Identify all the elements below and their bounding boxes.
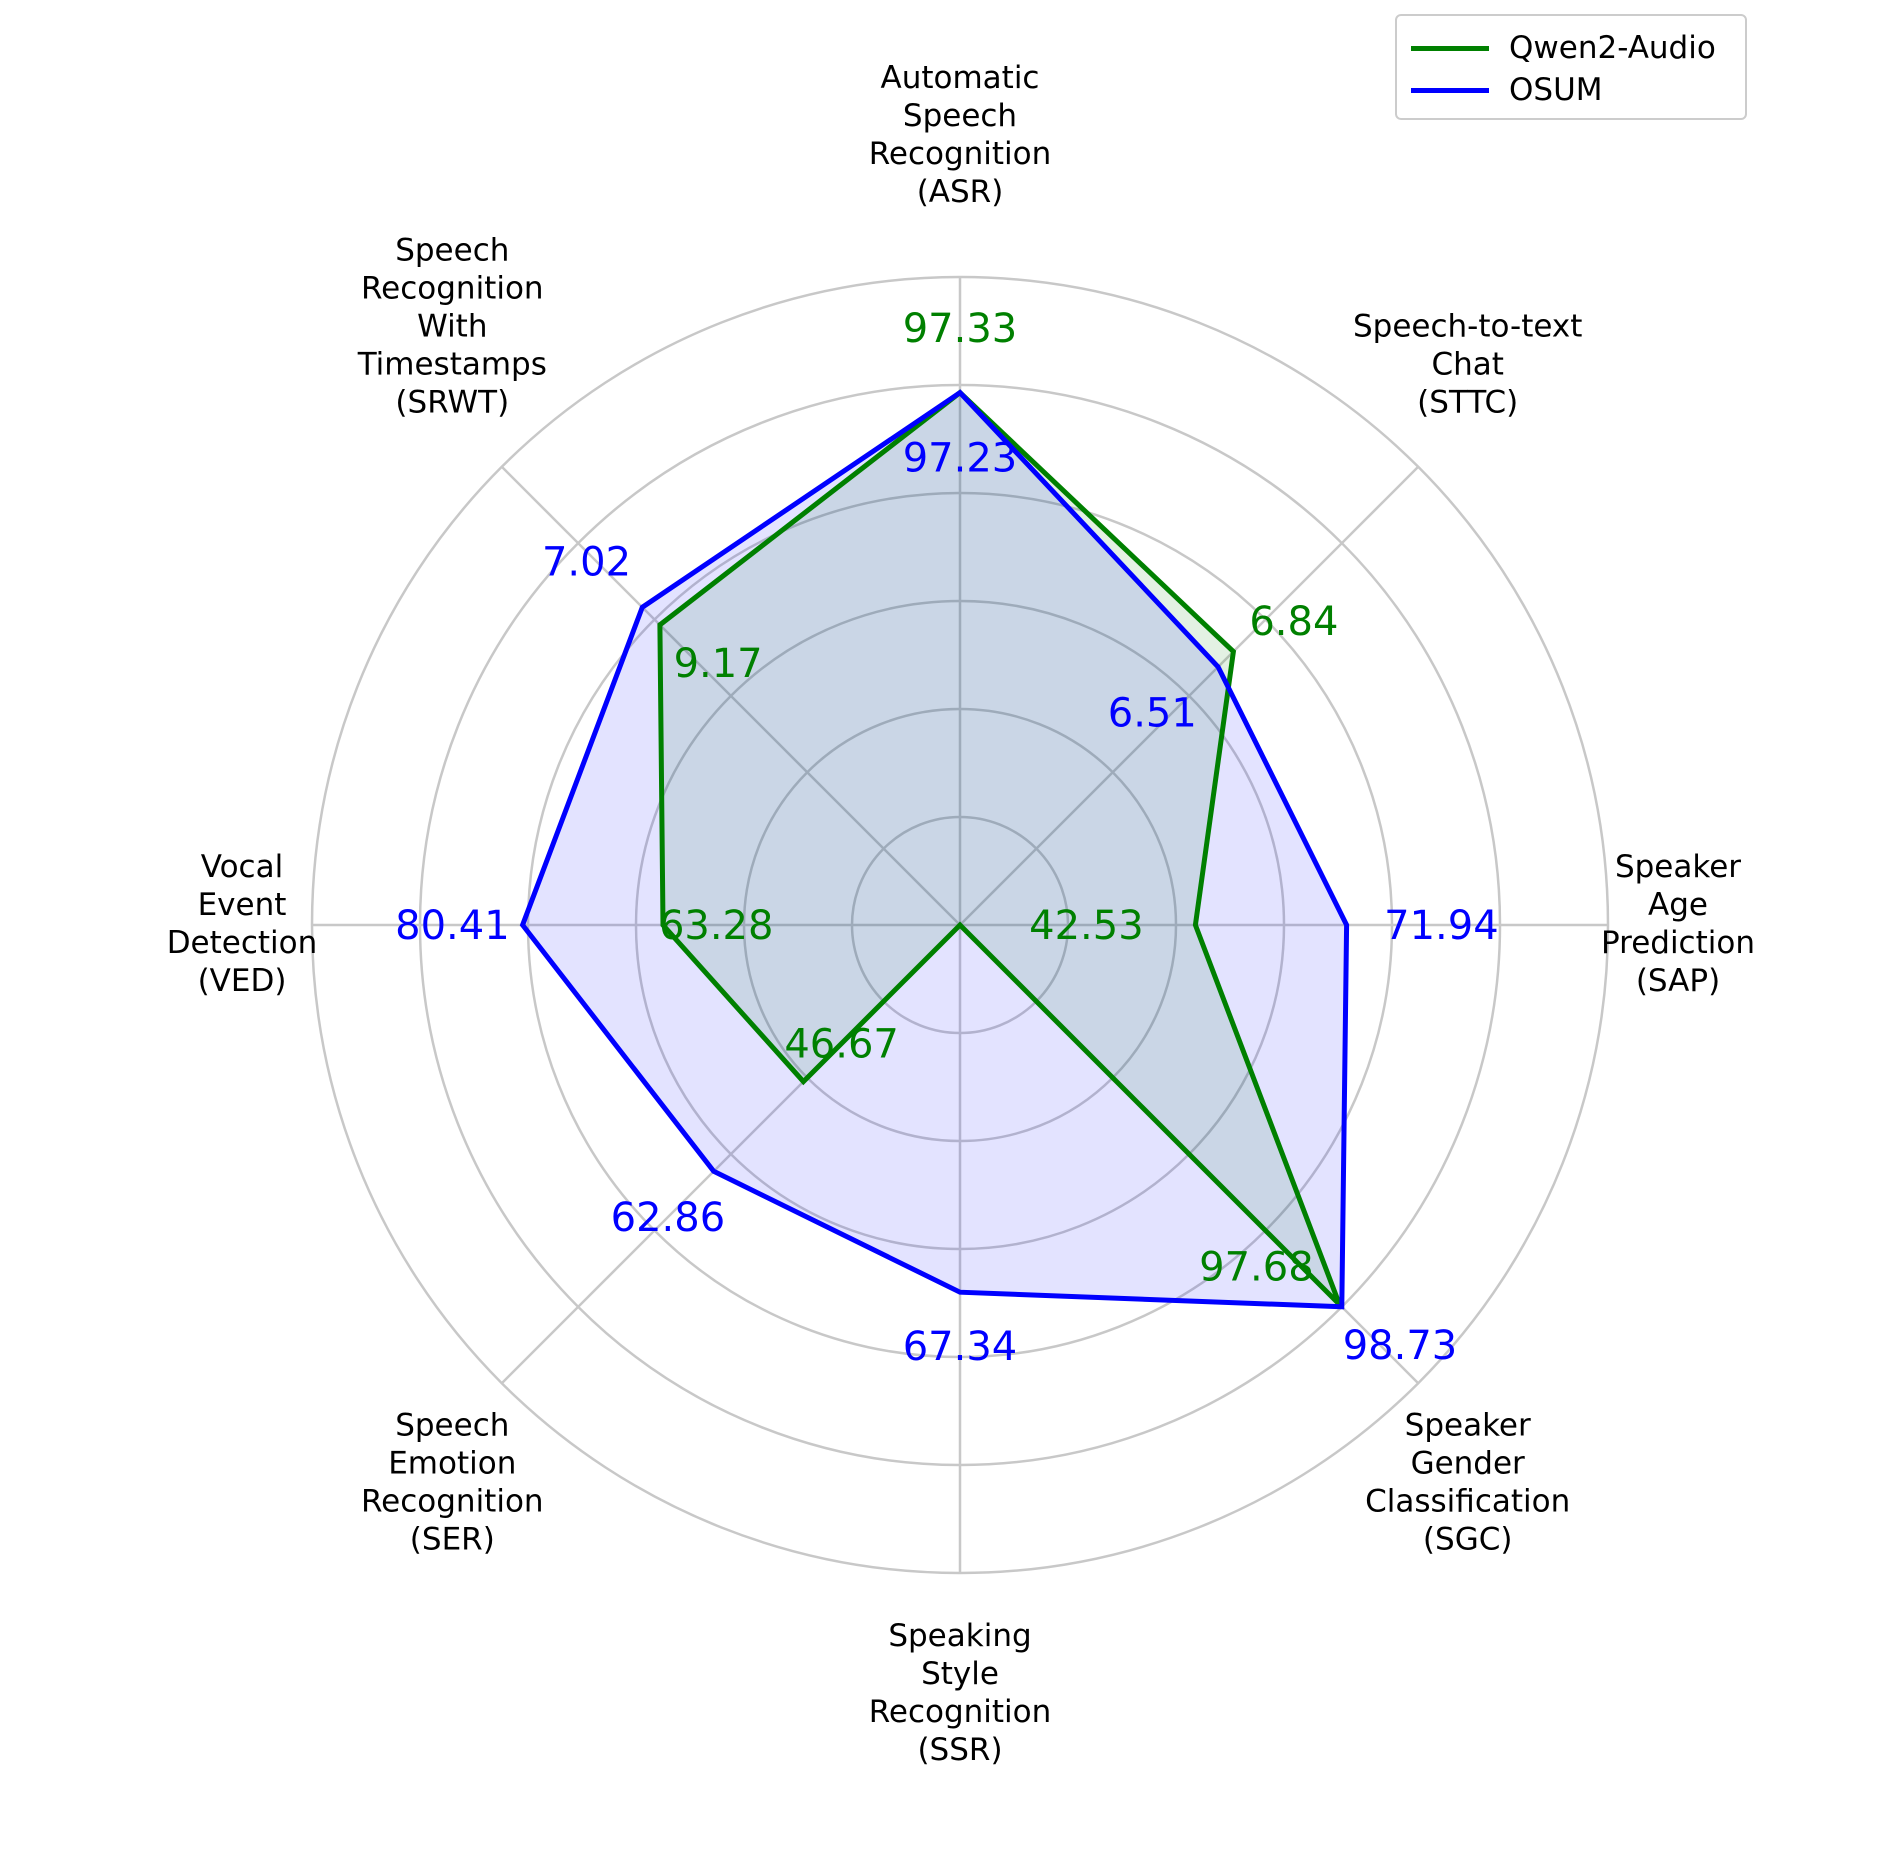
axis-label-line: Speaker [1405, 1408, 1531, 1444]
axis-label-line: (SAP) [1636, 963, 1720, 999]
axis-label-line: Event [198, 887, 287, 923]
value-labels: 97.33 6.84 42.53 97.68 46.67 63.28 9.17 97.23 6.… [395, 306, 1499, 1370]
axis-label-6: Vocal Event Detection (VED) [167, 849, 318, 999]
series-line-1 [519, 389, 1350, 1310]
legend: Qwen2-Audio OSUM [1395, 14, 1747, 120]
axis-label-5: Speech Emotion Recognition (SER) [361, 1408, 544, 1558]
axis-label-line: Speaking [888, 1618, 1031, 1654]
value-label-1-0: 97.23 [903, 435, 1018, 481]
axis-label-line: Prediction [1601, 925, 1755, 961]
axis-label-line: Age [1648, 887, 1708, 923]
value-label-0-2: 42.53 [1029, 903, 1144, 949]
axis-label-line: Speech [395, 1408, 509, 1444]
axis-label-line: Recognition [361, 270, 544, 306]
axis-label-2: Speaker Age Prediction (SAP) [1601, 849, 1755, 999]
axis-label-line: Speaker [1615, 849, 1741, 885]
axis-label-line: Emotion [388, 1446, 516, 1482]
axis-label-1: Speech-to-text Chat (STTC) [1353, 308, 1582, 420]
value-label-1-1: 6.51 [1108, 691, 1197, 737]
axis-label-line: Recognition [869, 1694, 1052, 1730]
axis-label-line: (STTC) [1417, 384, 1518, 420]
axis-label-line: (VED) [198, 963, 287, 999]
axis-label-3: Speaker Gender Classification (SGC) [1365, 1408, 1570, 1558]
axis-label-line: Recognition [361, 1484, 544, 1520]
axis-labels: Automatic Speech Recognition (ASR)Speech-to… [167, 60, 1755, 1768]
axis-label-line: Chat [1431, 346, 1503, 382]
axis-label-7: Speech Recognition With Timestamps (SRWT) [357, 232, 547, 420]
axis-label-line: Detection [167, 925, 318, 961]
axis-label-line: Vocal [201, 849, 283, 885]
legend-swatch-qwen2-audio [1411, 45, 1489, 51]
value-label-0-3: 97.68 [1199, 1244, 1314, 1290]
axis-label-line: Classification [1365, 1484, 1570, 1520]
axis-label-line: (SSR) [917, 1732, 1002, 1768]
value-label-0-0: 97.33 [903, 306, 1018, 352]
value-label-1-4: 67.34 [903, 1324, 1018, 1370]
series-fill-0 [659, 392, 1340, 1305]
legend-swatch-osum [1411, 87, 1489, 93]
value-label-0-1: 6.84 [1249, 599, 1338, 645]
axis-label-line: Timestamps [357, 346, 547, 382]
axis-label-line: (SGC) [1423, 1522, 1513, 1558]
value-label-0-7: 9.17 [674, 641, 763, 687]
value-label-1-5: 62.86 [611, 1195, 726, 1241]
legend-label-qwen2-audio: Qwen2-Audio [1509, 30, 1716, 66]
grid-spoke-1 [959, 465, 1420, 926]
legend-item-osum: OSUM [1411, 70, 1603, 110]
axis-label-line: Automatic [881, 60, 1040, 96]
axis-label-line: Gender [1411, 1446, 1525, 1482]
series-line-0 [657, 389, 1342, 1307]
legend-label-osum: OSUM [1509, 72, 1603, 108]
legend-item-qwen2-audio: Qwen2-Audio [1411, 28, 1716, 68]
axis-label-line: Recognition [869, 136, 1052, 172]
value-label-1-3: 98.73 [1343, 1323, 1458, 1369]
value-label-0-6: 63.28 [659, 903, 774, 949]
axis-label-line: Speech [395, 232, 509, 268]
value-label-1-6: 80.41 [395, 903, 510, 949]
radar-series [519, 389, 1350, 1310]
grid-spoke-7 [500, 465, 961, 926]
axis-label-line: Speech [903, 98, 1017, 134]
value-label-1-2: 71.94 [1384, 903, 1499, 949]
axis-label-line: With [417, 308, 487, 344]
axis-label-line: (SER) [410, 1522, 495, 1558]
axis-label-line: Speech-to-text [1353, 308, 1582, 344]
axis-label-line: Style [921, 1656, 999, 1692]
value-label-1-7: 7.02 [542, 540, 631, 586]
axis-label-line: (SRWT) [395, 384, 509, 420]
axis-label-4: Speaking Style Recognition (SSR) [869, 1618, 1052, 1768]
value-label-0-5: 46.67 [784, 1021, 899, 1067]
axis-label-line: (ASR) [917, 174, 1004, 210]
series-fill-1 [522, 392, 1347, 1307]
axis-label-0: Automatic Speech Recognition (ASR) [869, 60, 1052, 210]
